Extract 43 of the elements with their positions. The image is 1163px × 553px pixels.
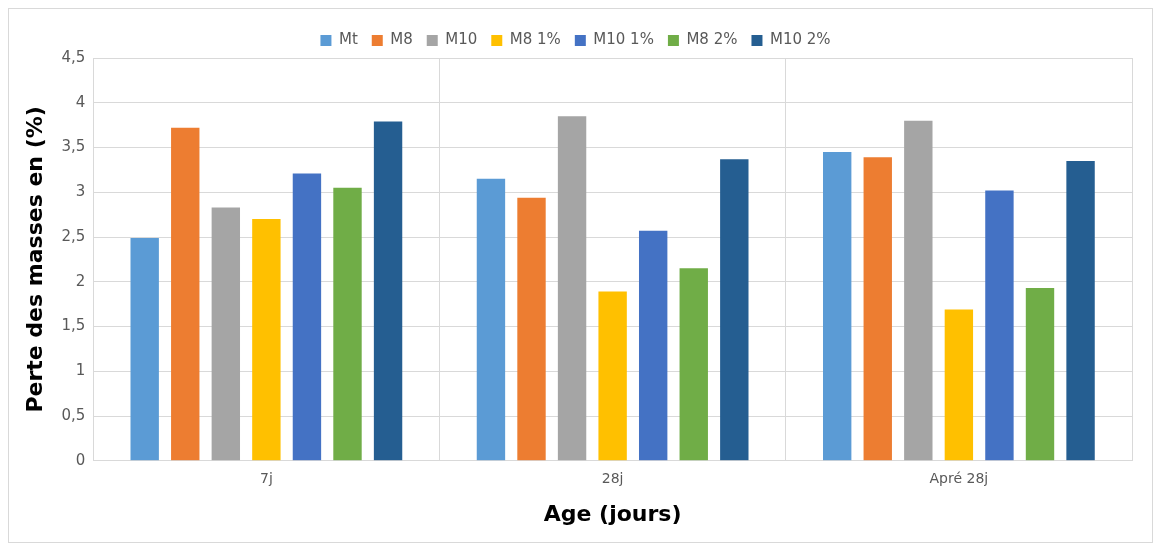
y-tick-label: 2 — [75, 271, 86, 290]
x-tick-label: 7j — [259, 469, 273, 486]
y-tick-label: 3,5 — [61, 137, 86, 156]
bar — [476, 178, 506, 461]
bar — [904, 120, 933, 461]
bar — [985, 190, 1014, 461]
bar — [373, 121, 403, 461]
bar — [292, 173, 322, 461]
bar — [252, 219, 281, 461]
y-tick-label: 3 — [75, 182, 86, 201]
x-tick-label: 28j — [601, 469, 624, 486]
bar — [1025, 288, 1055, 461]
y-tick-label: 0,5 — [61, 405, 86, 424]
y-axis-title: Perte des masses en (%) — [21, 106, 47, 413]
bar — [171, 127, 200, 461]
x-tick-label: Apré 28j — [929, 469, 989, 486]
legend-label: M10 1% — [593, 30, 654, 49]
legend-label: Mt — [338, 30, 358, 49]
x-axis-title: Age (jours) — [543, 500, 682, 526]
bar — [130, 237, 159, 461]
bar — [1066, 160, 1095, 461]
legend-label: M10 2% — [769, 30, 831, 49]
legend-label: M8 1% — [509, 30, 561, 49]
bar — [333, 187, 362, 461]
bar — [679, 268, 708, 461]
y-tick-label: 2,5 — [61, 226, 86, 245]
bar — [944, 309, 974, 461]
bar — [598, 291, 627, 461]
bar — [557, 116, 587, 461]
bar — [638, 230, 668, 461]
y-tick-label: 1,5 — [61, 316, 86, 335]
legend-label: M8 2% — [686, 30, 738, 49]
y-tick-label: 4,5 — [61, 47, 86, 66]
bar — [720, 159, 749, 461]
bar — [823, 151, 852, 461]
bar — [211, 207, 241, 461]
legend-label: M8 — [390, 30, 413, 49]
legend-label: M10 — [445, 30, 478, 49]
y-tick-label: 1 — [75, 361, 86, 380]
bar — [517, 197, 546, 461]
bar — [863, 157, 892, 461]
y-tick-label: 0 — [75, 450, 86, 469]
y-tick-label: 4 — [75, 92, 86, 111]
